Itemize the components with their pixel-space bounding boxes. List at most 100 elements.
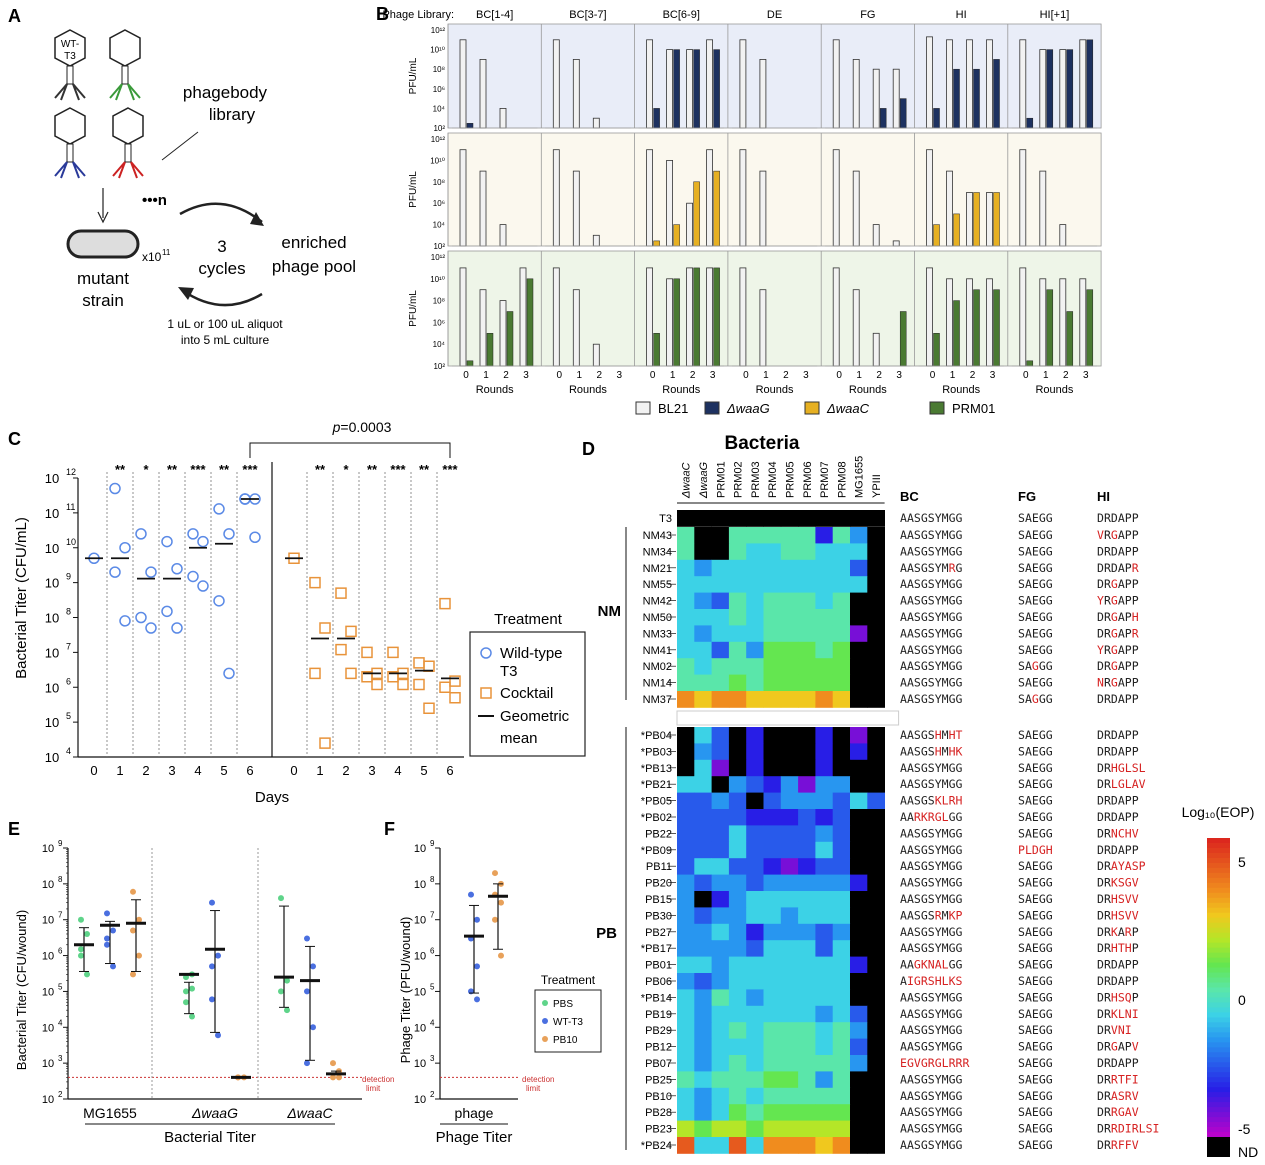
category-label: phage <box>455 1105 494 1121</box>
residue: R <box>1104 794 1111 808</box>
residue: S <box>928 1089 935 1103</box>
heatmap-cell <box>798 776 816 793</box>
heatmap-cell <box>746 691 764 708</box>
bar-mutant <box>953 300 960 367</box>
residue: E <box>1032 1040 1039 1054</box>
heatmap-cell <box>728 727 747 744</box>
residue: R <box>1104 643 1111 657</box>
legend-label-0: BL21 <box>658 401 688 416</box>
panel-letter-e: E <box>8 819 20 839</box>
residue: A <box>1118 561 1125 575</box>
ytick-label: 10 <box>414 1094 426 1106</box>
residue: G <box>949 544 956 558</box>
heatmap-cell <box>850 858 868 875</box>
residue: S <box>1018 610 1025 624</box>
residue: A <box>900 794 907 808</box>
colorbar-segment <box>1207 1082 1230 1088</box>
colorbar-segment <box>1207 1032 1230 1038</box>
heatmap-cell <box>815 609 834 626</box>
colorbar-segment <box>1207 1022 1230 1028</box>
point-wt-t3 <box>223 667 235 680</box>
residue: A <box>1118 692 1125 706</box>
residue: S <box>928 892 935 906</box>
bar-bl21 <box>459 39 467 129</box>
residue: G <box>1039 908 1046 922</box>
heatmap-cell <box>677 792 695 810</box>
point-cocktail <box>309 576 321 589</box>
colorbar-tick: ND <box>1238 1144 1258 1160</box>
residue: S <box>914 941 921 955</box>
residue: K <box>1111 1007 1118 1021</box>
residue: S <box>928 744 935 758</box>
residue: P <box>1132 1056 1139 1070</box>
residue: M <box>942 1138 949 1152</box>
sequence-hi: DRKLNI <box>1097 1007 1139 1021</box>
residue: E <box>1032 676 1039 690</box>
residue: G <box>921 1007 928 1021</box>
heatmap-cell <box>711 776 730 793</box>
residue: A <box>900 676 907 690</box>
residue: G <box>921 610 928 624</box>
sequence-fg: SAEGG <box>1018 1040 1053 1054</box>
residue: G <box>921 659 928 673</box>
ytick-label: 10 <box>42 843 54 855</box>
residue: S <box>1018 990 1025 1004</box>
residue: A <box>900 843 907 857</box>
residue: A <box>1118 528 1125 542</box>
column-label: ΔwaaG <box>698 461 710 499</box>
residue: G <box>956 941 963 955</box>
residue: G <box>1039 1056 1046 1070</box>
residue: A <box>1025 728 1032 742</box>
heatmap-cell <box>815 576 834 593</box>
residue: H <box>949 744 956 758</box>
residue: A <box>1025 826 1032 840</box>
heatmap-cell <box>780 1104 799 1121</box>
cycle-arrow-bottom <box>181 288 263 307</box>
heatmap-cell <box>677 1120 695 1138</box>
residue: M <box>942 659 949 673</box>
heatmap-cell <box>867 759 885 777</box>
heatmap-cell <box>798 891 816 908</box>
residue: Y <box>935 859 942 873</box>
sequence-fg: SAEGG <box>1018 777 1053 791</box>
heatmap-cell <box>746 658 764 675</box>
residue: Y <box>1118 859 1125 873</box>
heatmap-cell <box>815 1120 834 1138</box>
heatmap-cell <box>815 691 834 708</box>
heatmap-cell <box>746 1055 764 1072</box>
ytick-exp: 9 <box>66 572 71 582</box>
heatmap-cell <box>850 956 868 974</box>
residue: S <box>1132 761 1139 775</box>
residue: D <box>1097 561 1104 575</box>
residue: G <box>949 692 956 706</box>
panel-c-legend-title: Treatment <box>494 611 563 628</box>
residue: M <box>942 1007 949 1021</box>
residue: G <box>949 761 956 775</box>
residue: A <box>900 810 907 824</box>
residue: Y <box>935 990 942 1004</box>
residue: H <box>1125 941 1132 955</box>
heatmap-cell <box>798 1137 816 1154</box>
heatmap-cell <box>850 1087 868 1105</box>
bar-bl21 <box>966 278 973 367</box>
data-point <box>492 916 498 923</box>
rounds-label: Rounds <box>569 384 607 396</box>
sequence-fg: SAEGG <box>1018 728 1053 742</box>
column-label: PRM07 <box>819 461 831 498</box>
heatmap-cell <box>677 1005 695 1023</box>
residue: M <box>942 728 949 742</box>
ytick-exp: 3 <box>430 1054 435 1063</box>
residue: D <box>1097 1007 1104 1021</box>
bar-bl21 <box>1079 278 1087 367</box>
residue: G <box>1039 544 1046 558</box>
significance-marker: ** <box>115 462 126 477</box>
heatmap-cell <box>711 543 730 561</box>
heatmap-cell <box>728 1055 747 1072</box>
heatmap-cell <box>694 891 712 908</box>
heatmap-cell <box>815 1055 834 1072</box>
residue: G <box>949 676 956 690</box>
residue: P <box>1125 577 1132 591</box>
residue: A <box>900 544 907 558</box>
residue: V <box>1132 826 1139 840</box>
